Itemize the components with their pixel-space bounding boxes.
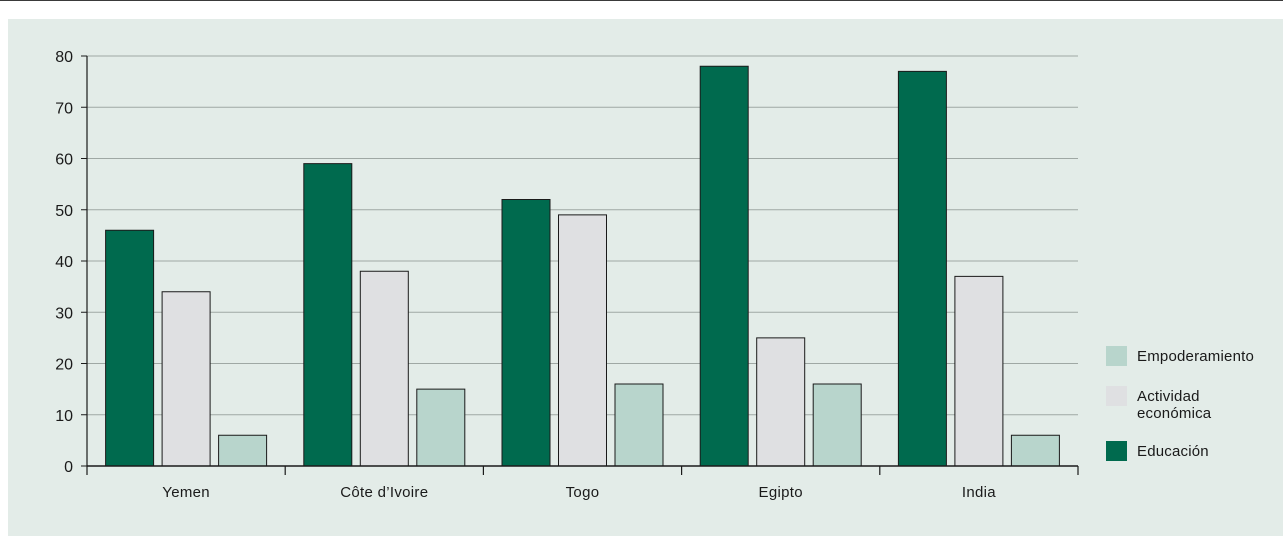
x-tick-label: Yemen [162, 484, 210, 501]
bar-educación [303, 163, 353, 467]
bar-empoderamiento [416, 388, 466, 467]
legend-swatch-educación [1106, 441, 1127, 461]
legend-label-empoderamiento: Empoderamiento [1137, 348, 1254, 365]
bar-actividad-económica [756, 337, 806, 467]
bars [105, 65, 1060, 467]
bar-educación [105, 229, 155, 467]
legend-swatch-actividad-económica [1106, 386, 1127, 406]
bar-empoderamiento [812, 383, 862, 467]
y-tick-label: 60 [55, 152, 73, 169]
y-tick-label: 80 [55, 49, 73, 66]
legend-swatch-empoderamiento [1106, 346, 1127, 366]
y-tick-label: 70 [55, 100, 73, 117]
bar-actividad-económica [558, 214, 607, 467]
y-tick-label: 0 [64, 459, 73, 476]
bar-empoderamiento [614, 383, 664, 467]
x-tick-label: Togo [566, 484, 600, 501]
bar-actividad-económica [359, 270, 409, 467]
bar-empoderamiento [218, 434, 268, 467]
x-axis: Yemen Côte d’Ivoire Togo Egipto India [86, 465, 1079, 501]
y-tick-label: 50 [55, 203, 73, 220]
y-tick-label: 40 [55, 254, 73, 271]
legend-label-actividad-económica: Actividad económica [1137, 388, 1212, 422]
x-tick-label: Egipto [759, 484, 803, 501]
x-tick-label: Côte d’Ivoire [340, 484, 428, 501]
legend: Empoderamiento Actividad económica Educació… [1106, 346, 1254, 461]
bar-empoderamiento [1010, 434, 1060, 467]
bar-actividad-económica [954, 275, 1004, 467]
y-tick-label: 30 [55, 305, 73, 322]
bar-educación [897, 70, 947, 467]
y-tick-label: 20 [55, 357, 73, 374]
legend-label-educación: Educación [1137, 443, 1209, 460]
x-tick-label: India [962, 484, 996, 501]
y-tick-label: 10 [55, 408, 73, 425]
y-axis: 0 10 20 30 40 50 60 70 80 [55, 49, 88, 476]
bar-actividad-económica [161, 291, 211, 467]
bar-educación [699, 65, 749, 467]
top-rule [0, 0, 1283, 1]
bar-educación [501, 199, 551, 467]
